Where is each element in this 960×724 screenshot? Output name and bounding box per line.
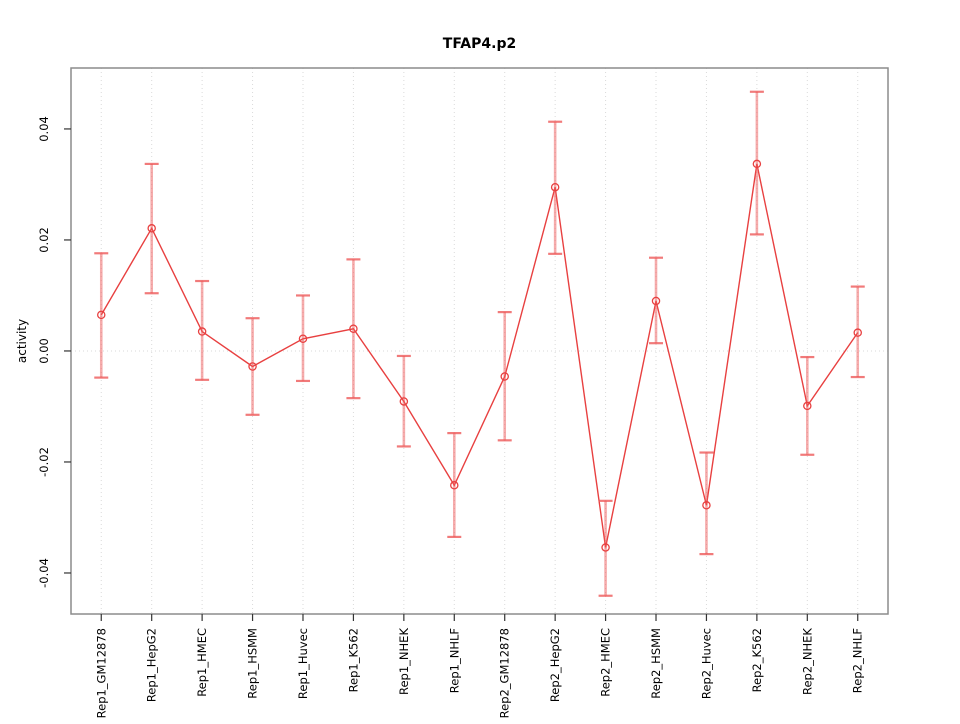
x-tick-label: Rep2_HepG2 bbox=[548, 628, 562, 702]
y-tick-label: 0.00 bbox=[37, 338, 51, 364]
data-point-circle bbox=[349, 324, 358, 334]
x-tick-label: Rep2_NHEK bbox=[800, 628, 814, 695]
x-tick-label: Rep2_HSMM bbox=[649, 628, 663, 699]
x-tick-label: Rep2_K562 bbox=[750, 628, 764, 692]
data-point-circle bbox=[651, 296, 661, 306]
data-point-circle bbox=[399, 397, 409, 406]
data-point-circle bbox=[601, 543, 610, 552]
data-point-circle bbox=[550, 182, 560, 192]
x-tick-label: Rep1_GM12878 bbox=[94, 628, 108, 718]
y-axis-title: activity bbox=[15, 319, 29, 363]
x-tick-label: Rep2_NHLF bbox=[851, 628, 865, 693]
y-tick-label: 0.02 bbox=[37, 227, 51, 253]
x-tick-label: Rep1_NHLF bbox=[447, 628, 461, 693]
data-point-circle bbox=[450, 481, 459, 490]
x-tick-label: Rep1_Huvec bbox=[296, 628, 310, 699]
series-line bbox=[100, 163, 859, 548]
plot-frame bbox=[70, 67, 889, 615]
x-tick-label: Rep1_K562 bbox=[346, 628, 360, 692]
data-point-circle bbox=[197, 327, 207, 336]
y-tick-label: -0.04 bbox=[37, 558, 51, 588]
x-tick-label: Rep2_HMEC bbox=[599, 628, 613, 697]
data-point-circle bbox=[248, 362, 257, 371]
data-point-circle bbox=[803, 401, 812, 411]
x-tick-label: Rep2_Huvec bbox=[699, 628, 713, 699]
x-tick-label: Rep1_HepG2 bbox=[145, 628, 159, 702]
data-point-circle bbox=[853, 328, 862, 337]
y-tick-label: -0.02 bbox=[37, 447, 51, 477]
data-point-circle bbox=[97, 310, 106, 320]
x-tick-label: Rep1_NHEK bbox=[397, 628, 411, 695]
data-point-circle bbox=[147, 224, 156, 233]
x-tick-label: Rep1_HSMM bbox=[246, 628, 260, 699]
data-point-circle bbox=[298, 334, 308, 344]
x-tick-label: Rep1_HMEC bbox=[195, 628, 209, 697]
y-tick-label: 0.04 bbox=[37, 116, 51, 142]
data-point-circle bbox=[752, 159, 762, 169]
x-tick-label: Rep2_GM12878 bbox=[498, 628, 512, 718]
chart-title: TFAP4.p2 bbox=[443, 36, 516, 52]
data-point-circle bbox=[500, 372, 509, 381]
data-point-circle bbox=[702, 501, 711, 510]
